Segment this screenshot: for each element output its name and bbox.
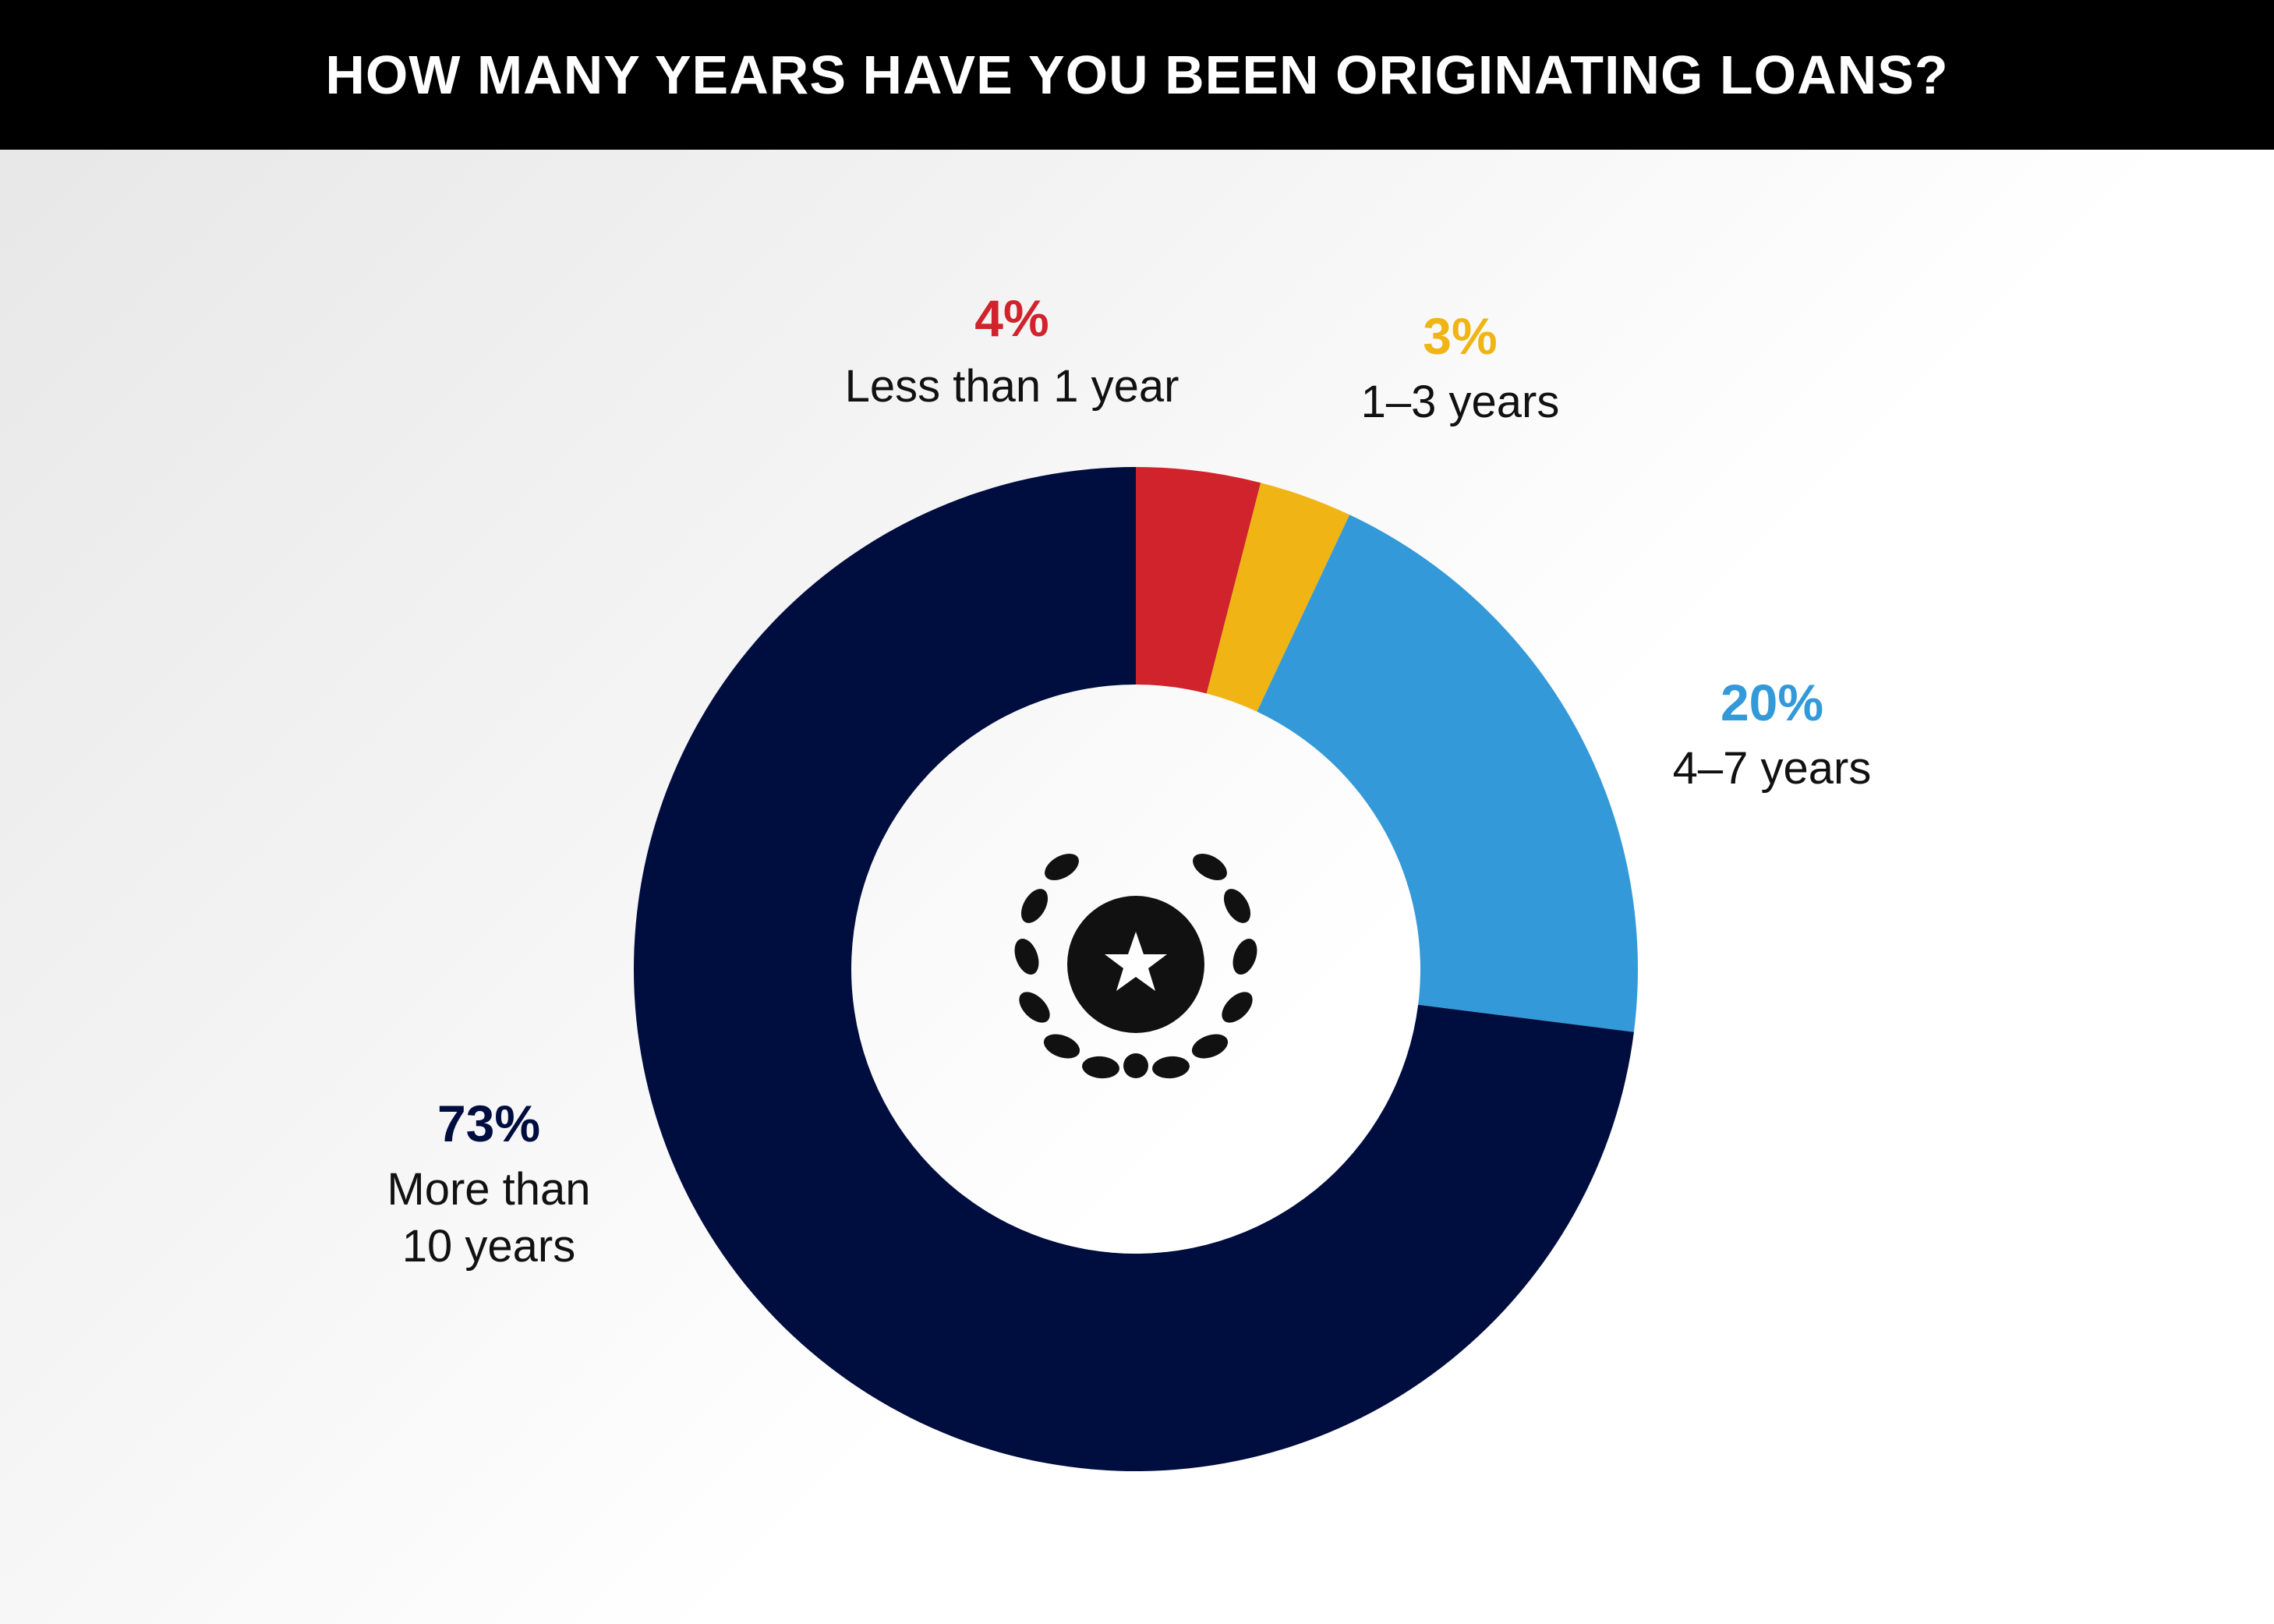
donut-segment: [1257, 515, 1638, 1032]
category-label: More than 10 years: [387, 1164, 591, 1272]
value-label: 3%: [1423, 307, 1498, 365]
donut-segment: [633, 467, 1634, 1471]
value-label: 4%: [974, 289, 1049, 347]
category-label: Less than 1 year: [844, 361, 1179, 412]
category-label: 4–7 years: [1672, 743, 1872, 794]
donut-segment: [1206, 483, 1350, 712]
category-label: 1–3 years: [1360, 377, 1560, 427]
title-bar: HOW MANY YEARS HAVE YOU BEEN ORIGINATING…: [0, 0, 2274, 150]
donut-segment: [1136, 467, 1261, 694]
value-label: 73%: [437, 1095, 541, 1152]
value-label: 20%: [1720, 674, 1824, 731]
chart-title: HOW MANY YEARS HAVE YOU BEEN ORIGINATING…: [325, 44, 1949, 105]
emblem-icon: [1014, 853, 1257, 1079]
